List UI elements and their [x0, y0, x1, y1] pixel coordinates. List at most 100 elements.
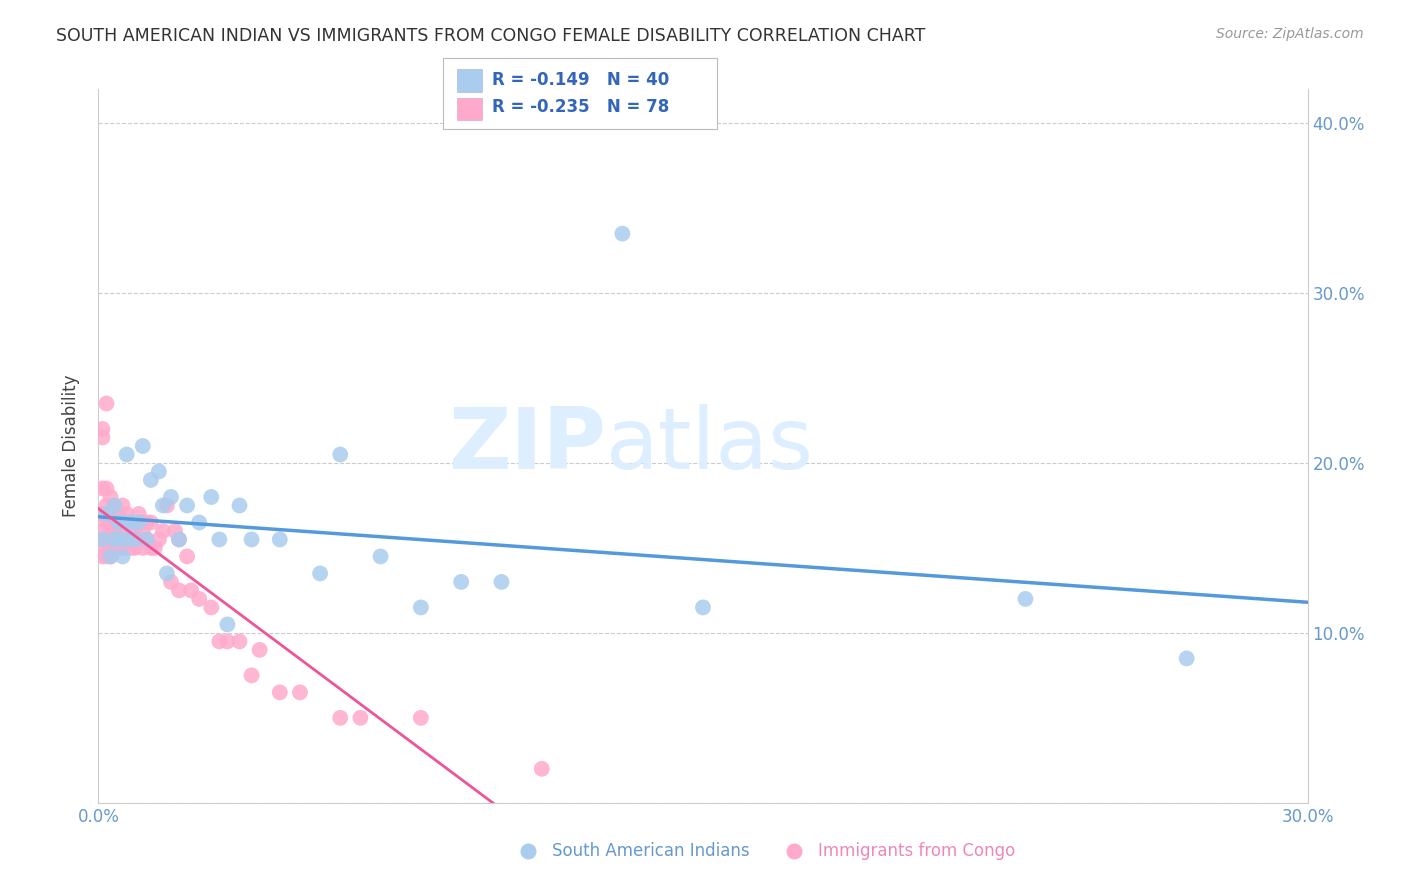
Point: [96, 541, 118, 555]
Point: [217, 617, 239, 632]
Point: [107, 541, 129, 555]
Point: [188, 591, 211, 606]
Point: [612, 227, 634, 241]
Point: [100, 549, 122, 564]
Point: [96, 533, 118, 547]
Point: [128, 516, 150, 530]
Point: [450, 574, 472, 589]
Point: [167, 533, 190, 547]
Point: [370, 549, 392, 564]
Point: [288, 685, 311, 699]
Point: [115, 541, 138, 555]
Point: [124, 516, 146, 530]
Point: [96, 507, 118, 521]
Point: [135, 533, 157, 547]
Point: [107, 533, 129, 547]
Point: [349, 711, 371, 725]
Point: [91, 422, 114, 436]
Point: [128, 507, 150, 521]
Point: [269, 685, 291, 699]
Point: [91, 507, 114, 521]
Point: [115, 516, 138, 530]
Point: [148, 465, 170, 479]
Point: [1175, 651, 1198, 665]
Point: [115, 533, 138, 547]
Point: [100, 516, 122, 530]
Point: [120, 516, 142, 530]
Text: SOUTH AMERICAN INDIAN VS IMMIGRANTS FROM CONGO FEMALE DISABILITY CORRELATION CHA: SOUTH AMERICAN INDIAN VS IMMIGRANTS FROM…: [56, 27, 925, 45]
Point: [103, 516, 125, 530]
Point: [208, 533, 231, 547]
Text: R = -0.235   N = 78: R = -0.235 N = 78: [492, 98, 669, 116]
Point: [128, 533, 150, 547]
Point: [156, 499, 179, 513]
Point: [160, 490, 183, 504]
Point: [156, 566, 179, 581]
Point: [115, 507, 138, 521]
Text: South American Indians: South American Indians: [551, 842, 749, 860]
Point: [139, 516, 162, 530]
Text: atlas: atlas: [606, 404, 814, 488]
Point: [309, 566, 332, 581]
Point: [240, 668, 263, 682]
Point: [111, 516, 134, 530]
Point: [107, 516, 129, 530]
Point: [120, 524, 142, 538]
Point: [111, 516, 134, 530]
Point: [249, 643, 271, 657]
Point: [176, 549, 198, 564]
Point: [100, 524, 122, 538]
Y-axis label: Female Disability: Female Disability: [62, 375, 80, 517]
Point: [100, 507, 122, 521]
Point: [100, 541, 122, 555]
Point: [107, 524, 129, 538]
Point: [96, 482, 118, 496]
Point: [208, 634, 231, 648]
Point: [120, 541, 142, 555]
Point: [228, 499, 250, 513]
Point: [91, 533, 114, 547]
Point: [200, 600, 222, 615]
Point: [135, 533, 157, 547]
Point: [135, 516, 157, 530]
Point: [409, 600, 432, 615]
Point: [96, 396, 118, 410]
Point: [111, 541, 134, 555]
Point: [100, 533, 122, 547]
Point: [100, 490, 122, 504]
Point: [124, 533, 146, 547]
Point: [143, 541, 166, 555]
Point: [91, 524, 114, 538]
Point: [103, 533, 125, 547]
Point: [228, 634, 250, 648]
Point: [329, 711, 352, 725]
Text: Source: ZipAtlas.com: Source: ZipAtlas.com: [1216, 27, 1364, 41]
Text: R = -0.149   N = 40: R = -0.149 N = 40: [492, 71, 669, 89]
Point: [107, 516, 129, 530]
Point: [103, 499, 125, 513]
Point: [188, 516, 211, 530]
Point: [91, 430, 114, 444]
Text: Immigrants from Congo: Immigrants from Congo: [818, 842, 1015, 860]
Point: [91, 482, 114, 496]
Point: [491, 574, 513, 589]
Point: [139, 541, 162, 555]
Point: [91, 549, 114, 564]
Point: [132, 439, 155, 453]
Point: [111, 549, 134, 564]
Point: [115, 524, 138, 538]
Point: [132, 541, 155, 555]
Point: [103, 533, 125, 547]
Point: [124, 541, 146, 555]
Point: [132, 524, 155, 538]
Point: [180, 583, 202, 598]
Point: [160, 574, 183, 589]
Point: [107, 516, 129, 530]
Point: [329, 448, 352, 462]
Point: [139, 473, 162, 487]
Point: [100, 533, 122, 547]
Point: [103, 499, 125, 513]
Point: [100, 549, 122, 564]
Point: [120, 516, 142, 530]
Point: [167, 583, 190, 598]
